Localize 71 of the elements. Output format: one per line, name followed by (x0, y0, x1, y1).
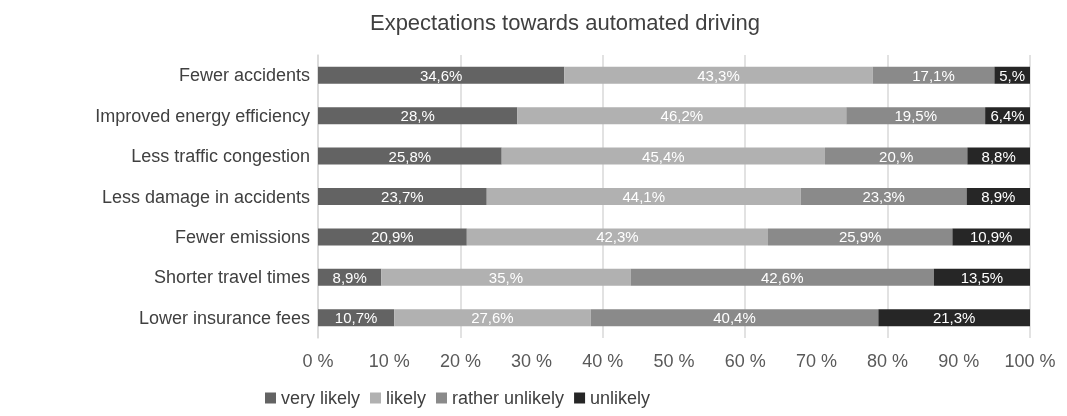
bar (501, 147, 825, 165)
bar (878, 309, 1030, 327)
y-tick-label: Lower insurance fees (138, 307, 310, 328)
legend-label: unlikely (590, 388, 651, 408)
x-tick-label: 100 % (1004, 351, 1056, 371)
data-label: 5,% (999, 66, 1026, 84)
bar (767, 228, 953, 246)
data-label: 42,6% (760, 268, 804, 286)
data-label: 35,% (488, 268, 524, 286)
data-label: 27,6% (471, 309, 514, 327)
bar (800, 188, 967, 205)
data-label: 44,1% (622, 188, 666, 205)
bar (590, 309, 879, 327)
legend-label: very likely (281, 388, 361, 408)
bar (381, 268, 631, 286)
y-tick-label: Less traffic congestion (131, 146, 310, 167)
x-tick-label: 10 % (368, 351, 410, 371)
y-tick-label: Shorter travel times (153, 267, 310, 288)
data-label: 20,% (879, 147, 914, 165)
x-tick-label: 60 % (724, 351, 766, 371)
x-tick-label: 0 % (302, 351, 334, 371)
data-label: 8,8% (981, 147, 1016, 165)
legend-label: likely (386, 388, 427, 408)
bar (466, 228, 768, 246)
data-label: 19,5% (894, 107, 937, 125)
x-tick-label: 70 % (795, 351, 837, 371)
data-label: 17,1% (912, 66, 955, 84)
bar (564, 66, 873, 84)
bar (630, 268, 934, 286)
data-label: 23,7% (381, 188, 424, 205)
y-tick-label: Fewer emissions (174, 226, 310, 247)
x-tick-label: 90 % (938, 351, 980, 371)
data-label: 42,3% (596, 228, 639, 246)
data-label: 25,8% (388, 147, 432, 165)
bar (846, 107, 986, 125)
data-label: 21,3% (932, 309, 976, 327)
bar (394, 309, 591, 327)
x-tick-label: 50 % (653, 351, 695, 371)
data-label: 45,4% (642, 147, 685, 165)
x-tick-label: 30 % (511, 351, 553, 371)
data-label: 40,4% (713, 309, 756, 327)
bar (318, 228, 467, 246)
data-label: 10,9% (969, 228, 1013, 246)
y-tick-label: Fewer accidents (178, 65, 310, 86)
x-tick-label: 40 % (582, 351, 624, 371)
bar (824, 147, 968, 165)
data-label: 8,9% (332, 268, 367, 286)
data-label: 10,7% (334, 309, 378, 327)
data-label: 6,4% (990, 107, 1025, 125)
x-tick-label: 20 % (439, 351, 481, 371)
data-label: 28,% (400, 107, 435, 125)
data-label: 46,2% (660, 107, 704, 125)
bar (318, 107, 518, 125)
data-label: 34,6% (419, 66, 463, 84)
data-label: 43,3% (697, 66, 740, 84)
bar (318, 147, 502, 165)
bar (517, 107, 847, 125)
x-tick-label: 80 % (867, 351, 909, 371)
legend-label: rather unlikely (452, 388, 565, 408)
bar (486, 188, 801, 205)
chart-title: Expectations towards automated driving (369, 9, 761, 35)
data-label: 23,3% (862, 188, 905, 205)
bar (318, 188, 487, 205)
data-label: 8,9% (981, 188, 1016, 205)
data-label: 13,5% (960, 268, 1004, 286)
data-label: 20,9% (371, 228, 414, 246)
y-tick-label: Improved energy efficiency (95, 105, 310, 126)
y-tick-label: Less damage in accidents (101, 186, 310, 207)
bar (318, 66, 565, 84)
bar (872, 66, 995, 84)
data-label: 25,9% (838, 228, 882, 246)
